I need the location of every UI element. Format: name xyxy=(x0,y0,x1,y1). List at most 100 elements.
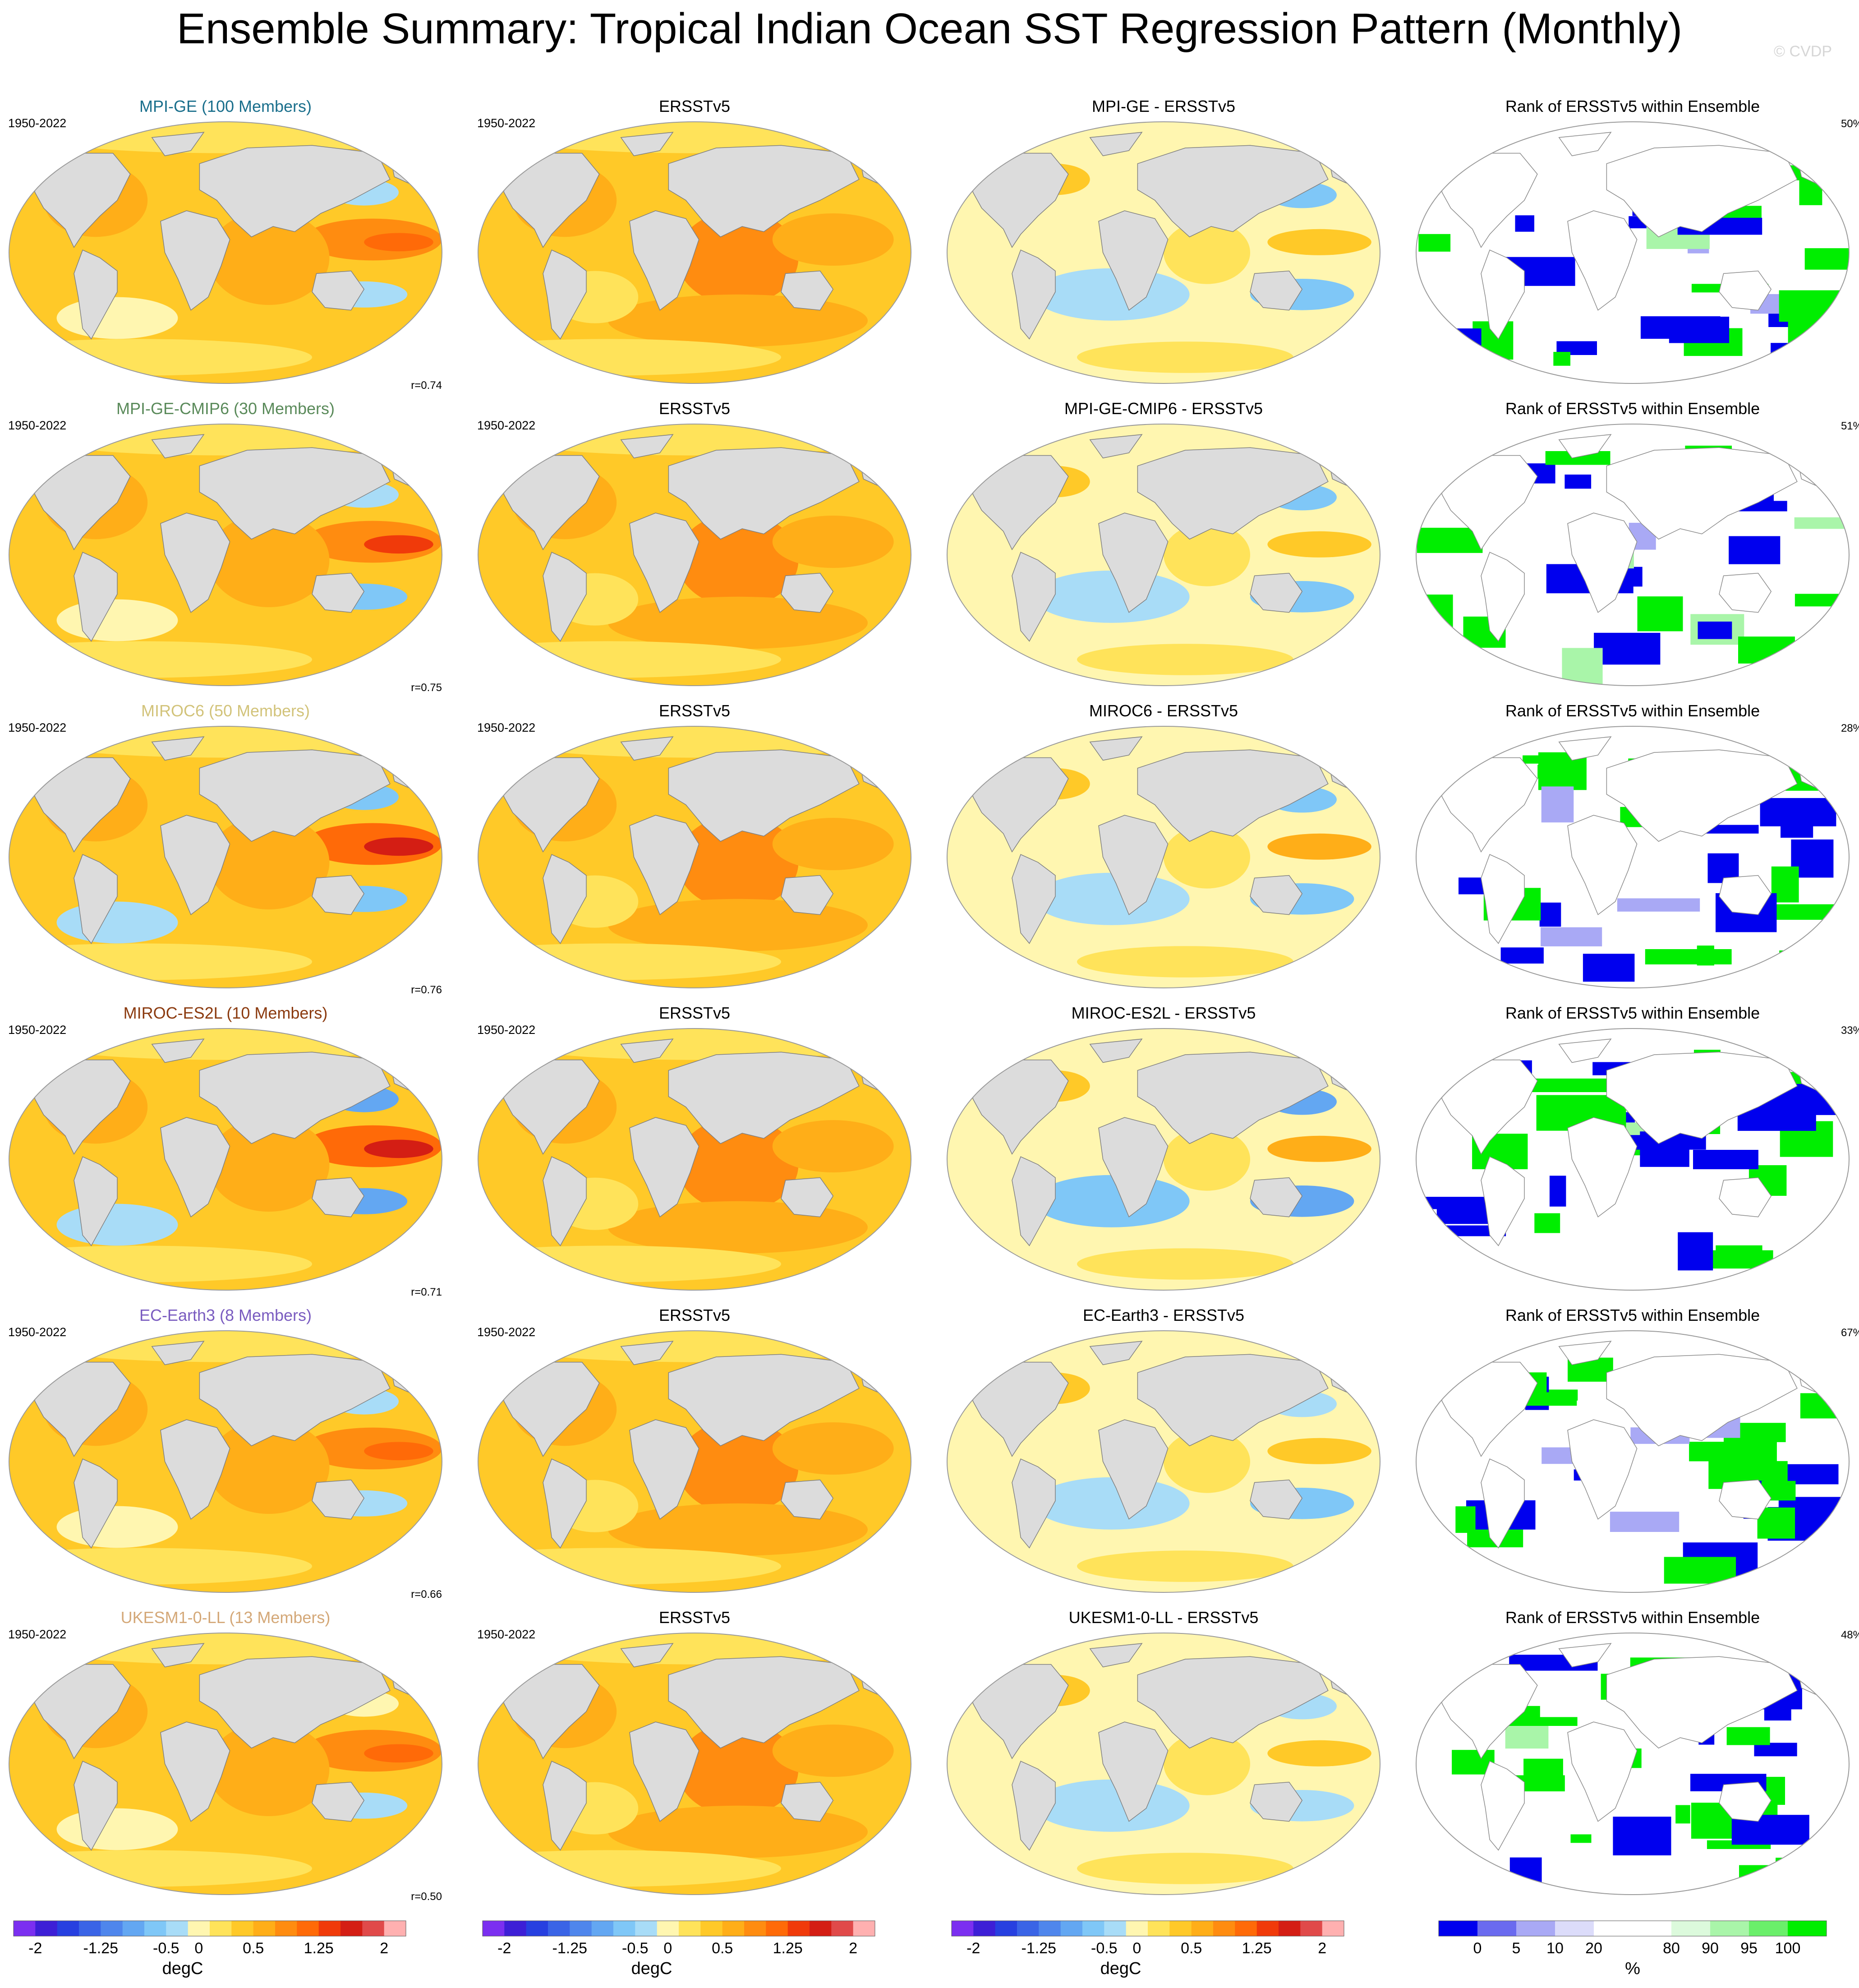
sst-anomaly-region xyxy=(1077,1853,1293,1884)
rank-region xyxy=(1664,1557,1736,1584)
rank-region xyxy=(1541,927,1602,946)
rank-region xyxy=(1417,527,1483,553)
colorbar-swatch xyxy=(101,1921,123,1936)
map-outline xyxy=(9,424,442,686)
sst-anomaly-region xyxy=(364,535,433,554)
sst-anomaly-region xyxy=(1164,1128,1250,1191)
rank-region xyxy=(1537,765,1574,779)
colorbar-tick-label: 20 xyxy=(1585,1940,1602,1957)
colorbar-swatch xyxy=(995,1921,1017,1936)
diff-map-panel xyxy=(947,121,1380,384)
sst-anomaly-region xyxy=(1034,1477,1190,1530)
colorbar-swatch xyxy=(14,1921,36,1936)
rank-region xyxy=(1500,947,1544,964)
map-outline xyxy=(9,1330,442,1593)
sst-anomaly-region xyxy=(1267,229,1371,255)
sst-anomaly-region xyxy=(208,1117,330,1212)
colorbar-swatch xyxy=(766,1921,788,1936)
rank-map-panel xyxy=(1416,726,1850,988)
sst-anomaly-region xyxy=(512,1633,877,1665)
sst-anomaly-region xyxy=(364,837,433,856)
colorbar-swatch xyxy=(1516,1921,1555,1936)
colorbar-unit: degC xyxy=(162,1959,203,1978)
sst-anomaly-region xyxy=(772,1422,894,1475)
rank-region xyxy=(1594,632,1661,665)
rank-map-panel xyxy=(1416,1028,1850,1291)
sst-anomaly-region xyxy=(43,726,408,758)
colorbar-swatch xyxy=(210,1921,232,1936)
sst-anomaly-region xyxy=(1077,946,1293,978)
sst-anomaly-region xyxy=(1267,531,1371,558)
sst-anomaly-region xyxy=(512,122,877,153)
rank-region xyxy=(1610,1512,1680,1532)
model-map-panel xyxy=(9,1633,442,1895)
sst-anomaly-region xyxy=(478,1850,781,1887)
sst-anomaly-region xyxy=(1034,872,1190,925)
period-label: 1950-2022 xyxy=(8,1628,66,1641)
colorbar-swatch xyxy=(1439,1921,1478,1936)
difference-title: EC-Earth3 - ERSSTv5 xyxy=(1083,1306,1244,1324)
sst-anomaly-region xyxy=(478,641,781,678)
rank-percent: 51% xyxy=(1841,420,1859,432)
diff-map-panel xyxy=(947,726,1380,988)
colorbar-swatch xyxy=(635,1921,658,1936)
sst-anomaly-region xyxy=(1034,1779,1190,1832)
colorbar-swatch xyxy=(275,1921,297,1936)
model-map-panel xyxy=(9,726,442,988)
colorbar-tick-label: 2 xyxy=(849,1940,857,1957)
rank-region xyxy=(1541,786,1574,823)
rank-region xyxy=(1645,949,1732,964)
sst-anomaly-region xyxy=(608,1805,868,1858)
obs-title: ERSSTv5 xyxy=(659,399,730,418)
rank-region xyxy=(1781,800,1813,838)
rank-title: Rank of ERSSTv5 within Ensemble xyxy=(1505,97,1760,115)
rank-region xyxy=(1421,147,1474,163)
rank-colorbar: 0 5 10 20 80 90 95 100% xyxy=(1438,1920,1827,1978)
colorbar-tick-label: 80 xyxy=(1663,1940,1680,1957)
colorbar-swatch xyxy=(657,1921,679,1936)
sst-anomaly-region xyxy=(512,424,877,456)
colorbar-swatch xyxy=(144,1921,166,1936)
rank-region xyxy=(1418,234,1451,252)
sst-anomaly-region xyxy=(1034,268,1190,321)
colorbar-swatch xyxy=(318,1921,341,1936)
colorbar-swatch xyxy=(297,1921,319,1936)
colorbar-swatch xyxy=(504,1921,527,1936)
colorbar-swatch xyxy=(362,1921,385,1936)
sst-anomaly-region xyxy=(677,1420,799,1514)
rank-region xyxy=(1757,1507,1795,1539)
period-label: 1950-2022 xyxy=(477,419,535,432)
colorbar-swatch xyxy=(1279,1921,1301,1936)
colorbar-swatch xyxy=(679,1921,701,1936)
sst-anomaly-region xyxy=(512,1029,877,1060)
colorbar-row: -2 -1.25 -0.5 0 0.5 1.25 2 degC -2 -1.25 -0.5 0 0.5 1… xyxy=(13,1920,1827,1978)
rank-percent: 48% xyxy=(1841,1629,1859,1641)
sst-anomaly-region xyxy=(56,1808,178,1850)
colorbar-swatch xyxy=(79,1921,101,1936)
pattern-correlation: r=0.74 xyxy=(411,379,442,392)
rank-region xyxy=(1678,1232,1713,1271)
sst-colorbar: -2 -1.25 -0.5 0 0.5 1.25 2 degC xyxy=(482,1920,875,1978)
colorbar-swatch xyxy=(1039,1921,1061,1936)
period-label: 1950-2022 xyxy=(477,116,535,130)
colorbar-swatch xyxy=(1104,1921,1127,1936)
rank-percent: 67% xyxy=(1841,1327,1859,1339)
colorbar-swatch xyxy=(1148,1921,1170,1936)
colorbar-swatch xyxy=(831,1921,854,1936)
colorbar-swatch xyxy=(526,1921,548,1936)
sst-anomaly-region xyxy=(43,122,408,153)
rank-region xyxy=(1738,637,1795,664)
sst-anomaly-region xyxy=(772,1120,894,1172)
colorbar-tick-label: -2 xyxy=(28,1940,42,1957)
obs-title: ERSSTv5 xyxy=(659,1306,730,1324)
colorbar-swatch xyxy=(1788,1921,1827,1936)
colorbar-swatch xyxy=(1213,1921,1235,1936)
colorbar-swatch xyxy=(188,1921,210,1936)
rank-region xyxy=(1515,215,1534,232)
colorbar-swatch xyxy=(787,1921,810,1936)
ensemble-title: MPI-GE-CMIP6 (30 Members) xyxy=(116,399,335,418)
rank-region xyxy=(1562,648,1603,686)
colorbar-swatch xyxy=(700,1921,723,1936)
map-outline xyxy=(478,1330,911,1593)
rank-region xyxy=(1739,1865,1811,1884)
